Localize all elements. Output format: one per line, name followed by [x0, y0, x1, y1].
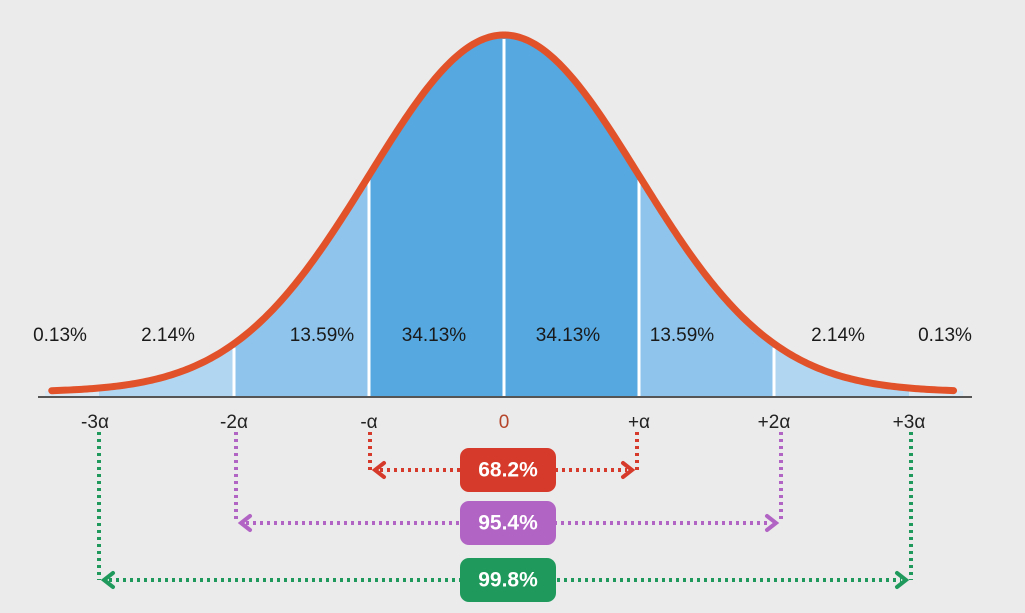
- segment-label: 0.13%: [33, 325, 87, 346]
- range-badge: [460, 448, 556, 492]
- range-label: 95.4%: [478, 512, 538, 535]
- arrow-head: [765, 514, 780, 532]
- range-label: 68.2%: [478, 459, 538, 482]
- area-segment: [99, 343, 234, 397]
- segment-label: 13.59%: [650, 325, 715, 346]
- axis-label: -α: [360, 412, 377, 433]
- axis-label: -3α: [81, 412, 109, 433]
- range-badge: [460, 558, 556, 602]
- arrow-head: [100, 571, 115, 589]
- axis-label: +3α: [893, 412, 926, 433]
- arrow-head: [621, 461, 636, 479]
- axis-label: 0: [499, 412, 510, 433]
- segment-label: 34.13%: [536, 325, 601, 346]
- segment-label: 2.14%: [811, 325, 865, 346]
- bell-curve: [48, 31, 958, 395]
- arrow-head: [895, 571, 910, 589]
- arrow-head: [237, 514, 252, 532]
- arrow-head: [371, 461, 386, 479]
- axis-label: -2α: [220, 412, 248, 433]
- segment-label: 34.13%: [402, 325, 467, 346]
- axis-label: +α: [628, 412, 650, 433]
- range-badge: [460, 501, 556, 545]
- segment-label: 13.59%: [290, 325, 355, 346]
- axis-label: +2α: [758, 412, 791, 433]
- area-segment: [774, 343, 909, 397]
- segment-label: 0.13%: [918, 325, 972, 346]
- range-label: 99.8%: [478, 569, 538, 592]
- segment-label: 2.14%: [141, 325, 195, 346]
